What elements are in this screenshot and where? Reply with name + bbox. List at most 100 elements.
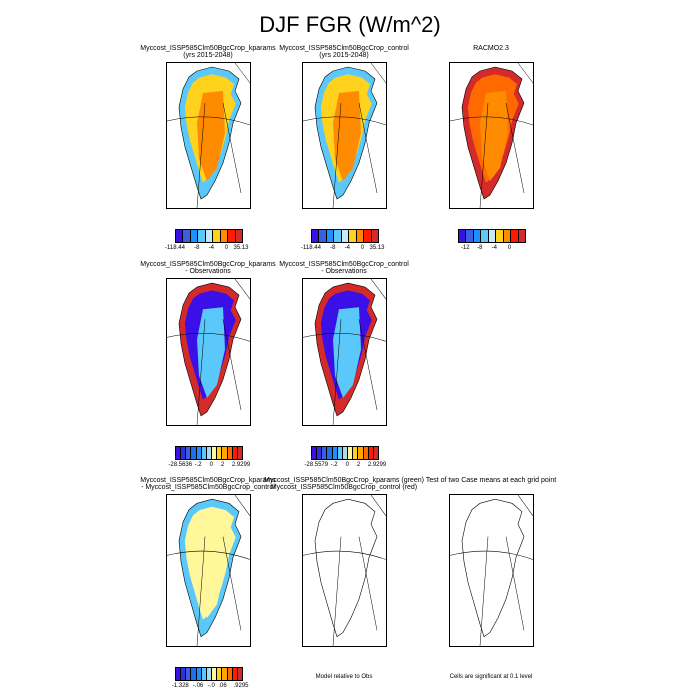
colorbar-tick-label: 0 [224,245,229,251]
colorbar [175,446,243,460]
colorbar-swatch [364,230,372,242]
colorbar-tick-label: 35.13 [369,245,385,251]
colorbar-tick-label: -.2 [194,462,202,468]
colorbar-tick-label: 2.9299 [231,462,251,468]
colorbar-swatch [496,230,504,242]
colorbar-swatch [337,447,343,459]
colorbar-swatch [222,447,228,459]
graticule [303,63,386,208]
panel-title-line1: Myccost_ISSP585Clm50BgcCrop_kparams (gre… [264,477,424,484]
colorbar-swatch [334,230,342,242]
panel-title-line2: Myccost_ISSP585Clm50BgcCrop_control (red… [270,484,418,491]
colorbar-tick-label: 35.13 [233,245,249,251]
colorbar-swatch [222,668,228,680]
colorbar-swatch [353,447,359,459]
colorbar-swatch [503,230,512,242]
graticule [167,495,250,646]
colorbar-swatch [327,447,333,459]
coastline [314,66,378,200]
panel-title-line1: Myccost_ISSP585Clm50BgcCrop_kparams [140,45,276,52]
colorbar-swatch [183,230,191,242]
colorbar [175,667,243,681]
colorbar-swatch [206,668,213,680]
colorbar-tick-label: 0 [360,245,365,251]
colorbar-tick-label: -.2 [330,462,338,468]
colorbar-swatch [488,230,497,242]
colorbar [311,446,379,460]
colorbar-tick-label: -8 [477,245,483,251]
colorbar-swatch [201,668,207,680]
map-panel [302,494,387,647]
coastline [461,66,525,200]
graticule [303,495,386,646]
colorbar-swatch [363,447,369,459]
colorbar-swatch [473,230,482,242]
map-panel [449,494,534,647]
coastline [178,282,242,417]
colorbar-swatch [317,447,323,459]
colorbar-tick-label: 0 [345,462,349,468]
coastline [314,498,378,638]
colorbar-tick-label: -8 [330,245,336,251]
colorbar-swatch [373,447,379,459]
colorbar-swatch [220,230,229,242]
colorbar-swatch [196,447,202,459]
colorbar-swatch [213,230,221,242]
colorbar-tick-label: 2.9299 [367,462,387,468]
colorbar-swatch [212,447,218,459]
graticule [167,279,250,425]
map-panel [166,62,251,209]
panel-title: Myccost_ISSP585Clm50BgcCrop_kparams (gre… [244,477,444,491]
colorbar-tick-label: 2 [220,462,225,468]
panel-title-line1: RACMO2.3 [473,45,509,52]
colorbar-swatch [358,447,364,459]
colorbar-tick-label: -1.328 [171,683,189,689]
colorbar-swatch [206,447,213,459]
panel-title: Myccost_ISSP585Clm50BgcCrop_kparams (yrs … [108,45,308,59]
colorbar [458,229,526,243]
panel-title: Myccost_ISSP585Clm50BgcCrop_control (yrs … [244,45,444,59]
panel-title-line2: - Observations [185,268,231,275]
colorbar-swatch [341,230,350,242]
coastline [314,282,378,417]
colorbar-tick-label: -.06 [192,683,204,689]
colorbar-tick-label: -118.44 [301,245,321,251]
colorbar-tick-label: -8 [194,245,200,251]
graticule [450,63,533,208]
panel-note: Model relative to Obs [315,674,373,680]
graticule [450,495,533,646]
colorbar-swatch [459,230,467,242]
colorbar-swatch [332,447,338,459]
colorbar-tick-label: 0 [507,245,512,251]
colorbar-tick-label: -.0 [207,683,215,689]
map-panel [166,278,251,426]
panel-note: Cells are significant at 0.1 level [449,674,533,680]
colorbar-swatch [217,668,223,680]
colorbar-swatch [191,668,197,680]
colorbar-swatch [205,230,214,242]
panel-title: Myccost_ISSP585Clm50BgcCrop_kparams - Obs… [108,261,308,275]
colorbar-swatch [371,230,378,242]
colorbar-swatch [237,447,243,459]
colorbar-swatch [176,447,182,459]
graticule [303,279,386,425]
colorbar-swatch [326,230,335,242]
colorbar-swatch [196,668,202,680]
map-panel [166,494,251,647]
colorbar-swatch [186,668,192,680]
colorbar-swatch [368,447,374,459]
panel-title: Myccost_ISSP585Clm50BgcCrop_control - Obs… [244,261,444,275]
panel-title-line1: Myccost_ISSP585Clm50BgcCrop_control [279,261,409,268]
colorbar-swatch [342,447,349,459]
colorbar-swatch [181,447,187,459]
colorbar-swatch [237,668,243,680]
colorbar-swatch [227,447,233,459]
panel-title-line1: Test of two Case means at each grid poin… [425,477,557,484]
colorbar-swatch [356,230,365,242]
panel-title: Myccost_ISSP585Clm50BgcCrop_kparams - Myc… [108,477,308,491]
colorbar-tick-label: .9295 [233,683,249,689]
colorbar-swatch [348,447,354,459]
colorbar-tick-label: -28.5579 [304,462,329,468]
graticule [167,63,250,208]
colorbar-tick-label: -4 [344,245,350,251]
